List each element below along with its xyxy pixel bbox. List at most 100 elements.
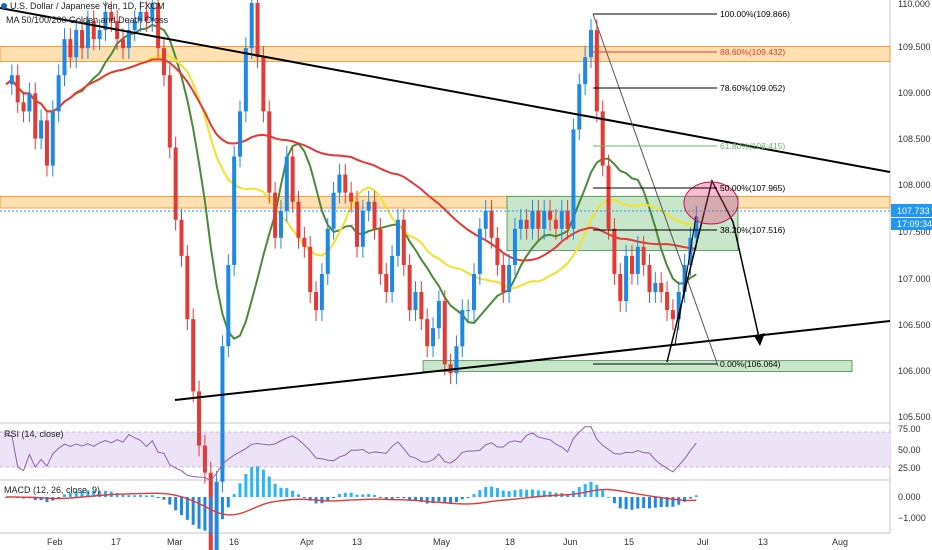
candle-body: [577, 84, 582, 130]
macd-bar: [45, 497, 49, 503]
macd-bar: [209, 497, 213, 534]
rsi-tick-25: 25.00: [898, 463, 921, 473]
candle-body: [308, 246, 313, 293]
zone-3: [422, 360, 853, 372]
candle-body: [138, 12, 143, 22]
candle-body: [512, 228, 517, 265]
macd-bar: [683, 497, 687, 502]
candle-body: [647, 264, 652, 293]
candle-body: [454, 346, 459, 374]
time-label-apr: Apr: [300, 537, 314, 547]
candle-body: [401, 219, 406, 265]
candle-body: [507, 264, 512, 293]
macd-bar: [180, 497, 183, 516]
candle-body: [571, 129, 576, 229]
time-label-13b: 13: [758, 537, 768, 547]
candle-body: [62, 39, 67, 76]
macd-title: MACD (12, 26, close, 9): [4, 485, 100, 495]
candle-body: [559, 210, 564, 229]
macd-bar: [408, 497, 412, 501]
time-label-18: 18: [505, 537, 515, 547]
candle-body: [395, 219, 400, 256]
candle-body: [319, 273, 324, 311]
candle-body: [290, 156, 295, 202]
price-axis: 110.000 109.500 109.000 108.500 108.000 …: [891, 0, 932, 422]
macd-bar: [185, 497, 189, 520]
candle-body: [202, 445, 207, 473]
chart-header: U.S. Dollar / Japanese Yen, 1D, FXCM MA …: [1, 1, 169, 25]
macd-bar: [115, 493, 119, 497]
macd-bar: [659, 497, 663, 508]
candle-body: [524, 219, 529, 229]
candle-body: [273, 192, 278, 238]
macd-bar: [607, 496, 611, 498]
macd-bar: [618, 497, 622, 509]
macd-bar: [460, 497, 464, 500]
candle-body: [489, 210, 494, 238]
candle-body: [495, 237, 500, 265]
macd-bar: [519, 489, 523, 497]
macd-bar: [162, 497, 166, 500]
candle-body: [583, 57, 588, 85]
macd-bar: [92, 490, 96, 497]
macd-bar: [665, 497, 669, 507]
time-label-15: 15: [624, 537, 634, 547]
macd-bar: [431, 497, 435, 504]
macd-bar: [273, 483, 277, 497]
projection-arrowhead: [754, 333, 765, 346]
candle-body: [197, 391, 202, 446]
price-tick-2: 109.500: [898, 42, 931, 52]
time-label-jul: Jul: [697, 537, 709, 547]
macd-bar: [86, 490, 90, 497]
macd-bar: [484, 486, 488, 497]
symbol-title: U.S. Dollar / Japanese Yen, 1D, FXCM: [10, 1, 165, 11]
macd-bar: [548, 491, 552, 497]
macd-bar: [220, 497, 224, 520]
candle-body: [185, 255, 190, 320]
candle-body: [267, 111, 272, 193]
candle-body: [618, 273, 623, 302]
macd-bar: [414, 497, 417, 501]
candle-body: [413, 292, 418, 311]
candle-body: [150, 3, 155, 22]
countdown-badge: [891, 218, 932, 230]
zone-0: [0, 46, 891, 63]
macd-bar: [139, 495, 143, 497]
macd-bar: [513, 490, 517, 497]
candle-body: [548, 210, 553, 220]
macd-bar: [419, 497, 423, 502]
candle-body: [50, 111, 55, 166]
candle-body: [624, 255, 629, 302]
candle-body: [600, 111, 605, 166]
rsi-title: RSI (14, close): [4, 429, 64, 439]
macd-bar: [337, 493, 341, 497]
candle-body: [243, 48, 248, 112]
macd-bar: [203, 497, 207, 531]
candle-body: [536, 210, 541, 229]
candle-body: [132, 21, 137, 31]
trendlines: [0, 7, 891, 401]
macd-bar: [688, 497, 692, 499]
rsi-panel: RSI (14, close) 75.00 50.00 25.00: [0, 424, 921, 481]
macd-bar: [80, 491, 84, 497]
macd-bar: [291, 490, 295, 497]
price-tick-5: 108.000: [898, 180, 931, 190]
candle-body: [121, 39, 125, 49]
candle-body: [425, 319, 430, 347]
macd-bar: [267, 476, 271, 497]
macd-bar: [425, 497, 429, 504]
macd-bar: [601, 490, 605, 497]
candle-body: [232, 156, 237, 265]
candle-body: [161, 48, 166, 76]
candle-body: [80, 30, 85, 49]
time-label-16: 16: [229, 537, 239, 547]
time-label-may: May: [433, 537, 451, 547]
candle-body: [296, 201, 301, 238]
macd-bar: [443, 497, 447, 503]
candle-body: [44, 120, 49, 166]
candle-body: [167, 75, 172, 148]
candle-body: [15, 75, 20, 103]
fib-level-50: 50.00%(107.965): [720, 183, 785, 193]
macd-bar: [384, 497, 388, 500]
